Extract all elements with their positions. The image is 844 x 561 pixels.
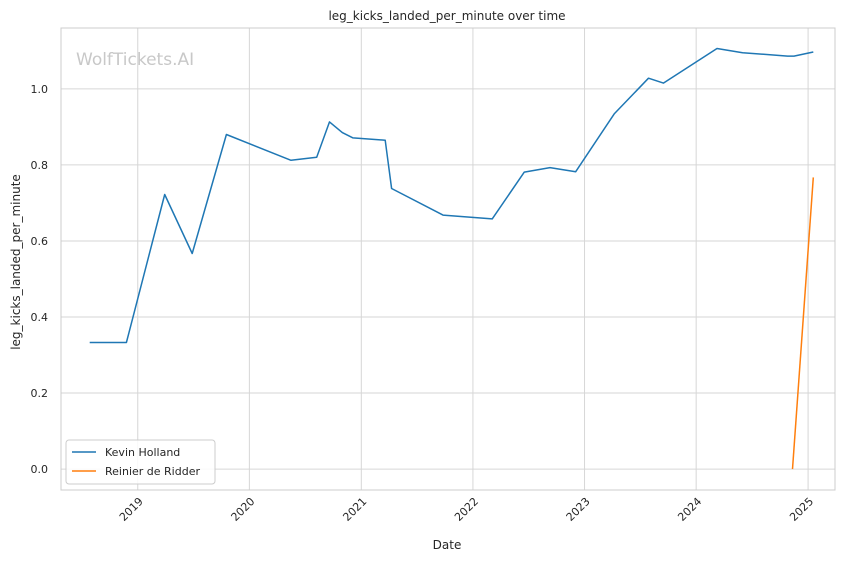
series-line — [89, 47, 814, 344]
y-tick-label: 0.0 — [31, 463, 49, 476]
y-tick-label: 0.6 — [31, 235, 49, 248]
y-tick-label: 0.2 — [31, 387, 49, 400]
grid-lines — [61, 28, 835, 490]
watermark-text: WolfTickets.AI — [76, 50, 194, 70]
series-line — [791, 177, 815, 470]
x-axis-ticks: 2019 2020 2021 2022 2023 2024 2025 — [117, 495, 816, 524]
legend-box — [65, 439, 216, 485]
legend-label: Kevin Holland — [105, 446, 180, 459]
x-tick-label: 2025 — [787, 495, 816, 524]
x-tick-label: 2024 — [675, 495, 704, 524]
legend-label: Reinier de Ridder — [105, 465, 200, 478]
x-tick-label: 2022 — [452, 495, 481, 524]
legend: Kevin Holland Reinier de Ridder — [65, 439, 216, 485]
y-axis-label: leg_kicks_landed_per_minute — [9, 174, 23, 350]
x-axis-label: Date — [433, 538, 462, 552]
x-tick-label: 2020 — [229, 495, 258, 524]
chart-title: leg_kicks_landed_per_minute over time — [328, 9, 565, 23]
series-lines — [89, 47, 815, 470]
y-tick-label: 0.4 — [31, 311, 49, 324]
y-tick-label: 1.0 — [31, 83, 49, 96]
x-tick-label: 2019 — [117, 495, 146, 524]
plot-frame — [60, 27, 836, 491]
x-tick-label: 2021 — [340, 495, 369, 524]
y-axis-ticks: 0.0 0.2 0.4 0.6 0.8 1.0 — [31, 83, 49, 476]
x-tick-label: 2023 — [564, 495, 593, 524]
y-tick-label: 0.8 — [31, 159, 49, 172]
